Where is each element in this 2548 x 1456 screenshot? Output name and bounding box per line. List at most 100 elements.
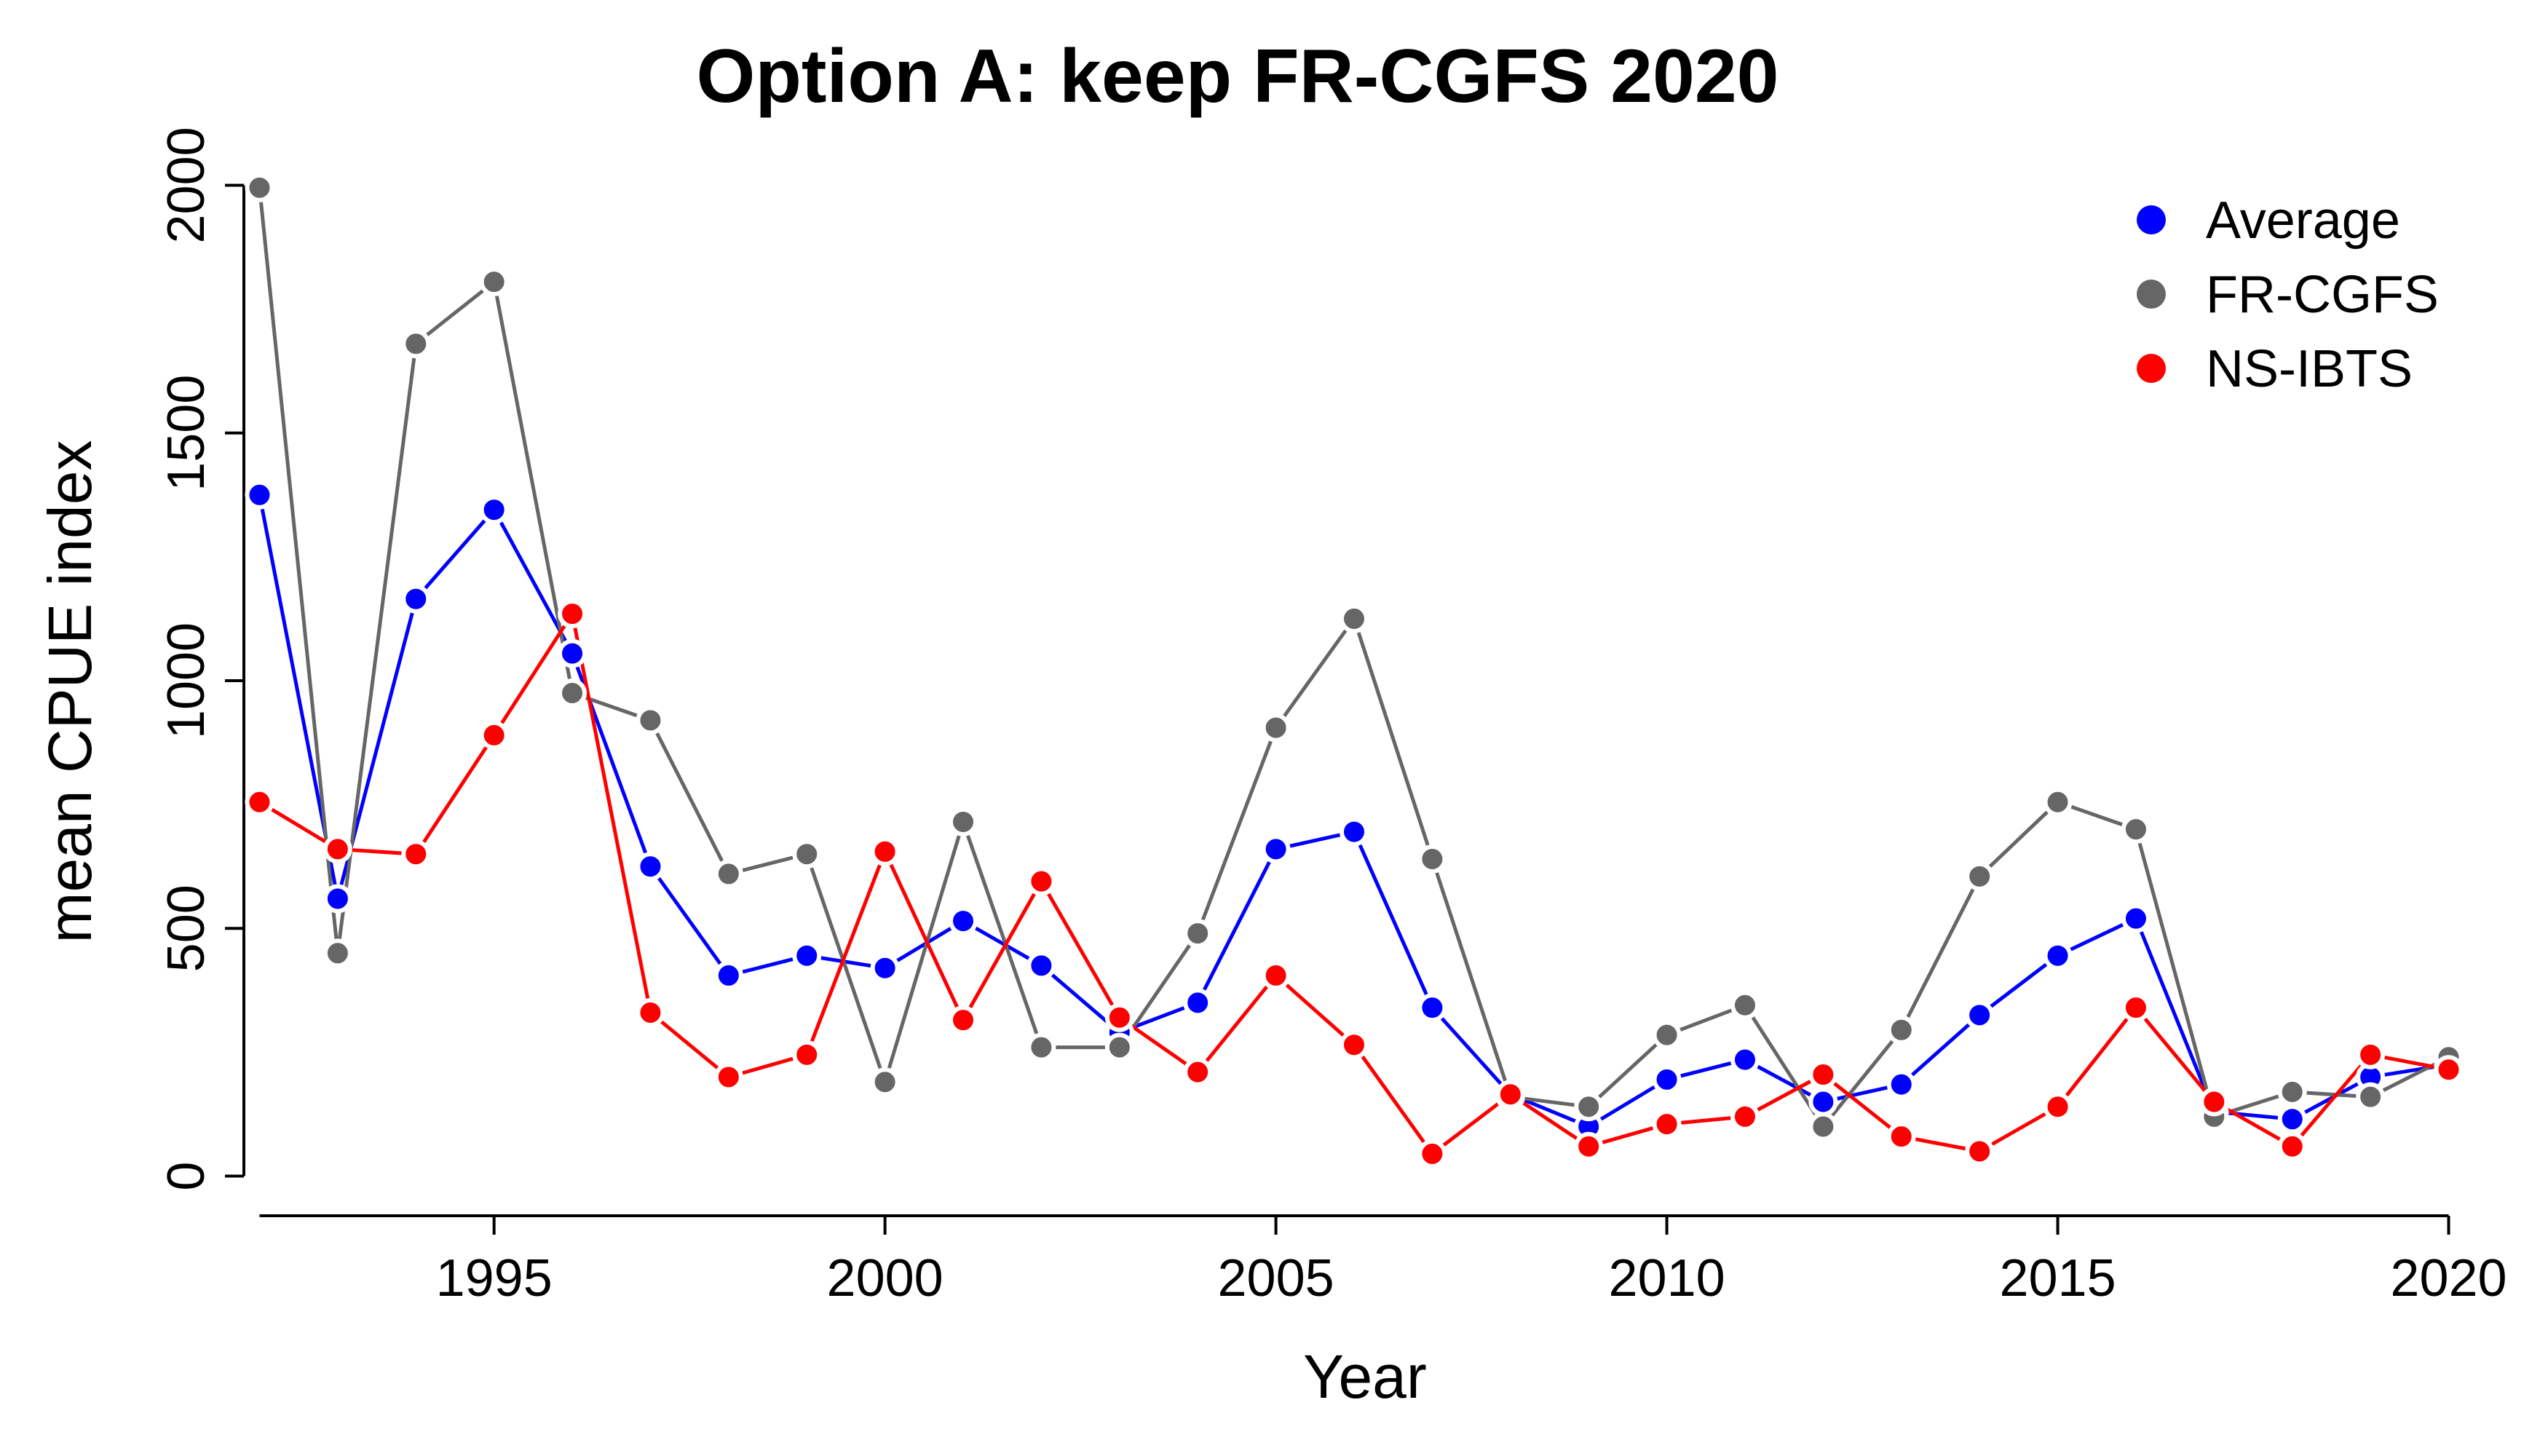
data-point-ns-ibts [558, 599, 587, 629]
data-point-fr-cgfs [479, 267, 509, 297]
data-point-ns-ibts [636, 997, 665, 1027]
data-point-average [2043, 941, 2073, 970]
x-axis-label: Year [1303, 1342, 1427, 1411]
data-point-fr-cgfs [870, 1067, 900, 1097]
data-point-average [2121, 903, 2151, 933]
data-point-average [713, 960, 743, 990]
data-point-ns-ibts [792, 1040, 822, 1069]
data-point-ns-ibts [1183, 1057, 1213, 1087]
data-point-average [792, 941, 822, 970]
data-point-ns-ibts [1417, 1139, 1447, 1168]
data-point-average [1965, 1000, 1995, 1030]
data-point-average [558, 638, 587, 668]
data-point-ns-ibts [1965, 1136, 1995, 1166]
data-point-average [1886, 1069, 1916, 1099]
data-point-fr-cgfs [636, 705, 665, 735]
y-tick-label: 0 [157, 1162, 215, 1191]
data-point-fr-cgfs [401, 329, 431, 359]
x-tick-label: 2020 [2390, 1249, 2507, 1307]
y-tick-label: 1500 [157, 375, 215, 491]
data-point-ns-ibts [2199, 1087, 2229, 1117]
legend-label-ns-ibts: NS-IBTS [2206, 340, 2413, 398]
data-point-average [1026, 951, 1056, 981]
data-point-average [1652, 1064, 1682, 1094]
data-point-fr-cgfs [323, 938, 352, 968]
data-point-ns-ibts [2121, 993, 2151, 1023]
data-point-fr-cgfs [1340, 604, 1369, 633]
data-point-fr-cgfs [949, 807, 978, 836]
data-point-fr-cgfs [1026, 1032, 1056, 1062]
data-point-fr-cgfs [1261, 713, 1291, 743]
data-point-average [479, 495, 509, 525]
series-points [245, 173, 2464, 1168]
axes: 1995 2000 2005 2010 2015 2020 0 500 1000 1500 2000 [157, 127, 2507, 1307]
legend-marker-average [2137, 205, 2166, 234]
data-point-average [1730, 1045, 1760, 1075]
data-point-average [2277, 1104, 2307, 1134]
data-point-fr-cgfs [1183, 919, 1213, 949]
data-point-average [1261, 834, 1291, 864]
data-point-ns-ibts [401, 839, 431, 869]
data-point-average [949, 906, 978, 936]
series-lines [258, 187, 2450, 1156]
y-tick-label: 500 [157, 885, 215, 972]
data-point-fr-cgfs [2043, 787, 2073, 817]
data-point-average [870, 953, 900, 983]
data-point-fr-cgfs [1417, 844, 1447, 874]
legend-marker-ns-ibts [2137, 354, 2166, 383]
chart-title: Option A: keep FR-CGFS 2020 [696, 34, 1779, 119]
data-point-fr-cgfs [1886, 1015, 1916, 1045]
data-point-ns-ibts [2277, 1131, 2307, 1161]
data-point-average [636, 852, 665, 882]
data-point-average [401, 584, 431, 614]
data-point-fr-cgfs [1730, 990, 1760, 1020]
data-point-fr-cgfs [2121, 815, 2151, 844]
data-point-ns-ibts [870, 836, 900, 866]
data-point-average [1340, 817, 1369, 847]
data-point-ns-ibts [1026, 866, 1056, 896]
data-point-fr-cgfs [1808, 1112, 1838, 1142]
data-point-ns-ibts [245, 787, 274, 817]
data-point-fr-cgfs [1965, 861, 1995, 891]
data-point-ns-ibts [1886, 1122, 1916, 1152]
data-point-average [1183, 988, 1213, 1018]
legend: Average FR-CGFS NS-IBTS [2137, 191, 2439, 398]
data-point-ns-ibts [1104, 1002, 1134, 1032]
data-point-average [1808, 1087, 1838, 1117]
data-point-ns-ibts [323, 834, 352, 864]
data-point-ns-ibts [1808, 1060, 1838, 1090]
data-point-fr-cgfs [2356, 1082, 2386, 1112]
data-point-ns-ibts [2043, 1092, 2073, 1122]
series-line-ns-ibts [258, 612, 2449, 1156]
y-tick-label: 1000 [157, 622, 215, 739]
x-tick-label: 2015 [1999, 1249, 2116, 1307]
data-point-fr-cgfs [1574, 1092, 1604, 1122]
data-point-fr-cgfs [245, 173, 274, 202]
y-tick-label: 2000 [157, 127, 215, 243]
legend-marker-fr-cgfs [2137, 280, 2166, 309]
data-point-ns-ibts [1730, 1101, 1760, 1131]
data-point-ns-ibts [479, 720, 509, 750]
data-point-fr-cgfs [792, 839, 822, 869]
data-point-average [323, 884, 352, 914]
legend-label-fr-cgfs: FR-CGFS [2206, 266, 2439, 324]
data-point-ns-ibts [1574, 1131, 1604, 1161]
data-point-ns-ibts [1495, 1080, 1525, 1109]
data-point-fr-cgfs [558, 678, 587, 708]
data-point-ns-ibts [2434, 1055, 2464, 1085]
x-tick-label: 2005 [1218, 1249, 1334, 1307]
data-point-ns-ibts [1261, 960, 1291, 990]
legend-label-average: Average [2206, 191, 2400, 250]
x-tick-label: 2000 [827, 1249, 943, 1307]
data-point-ns-ibts [1652, 1109, 1682, 1139]
series-line-fr-cgfs [258, 187, 2450, 1128]
data-point-ns-ibts [1340, 1030, 1369, 1060]
data-point-ns-ibts [949, 1005, 978, 1035]
data-point-fr-cgfs [1652, 1020, 1682, 1050]
y-axis-label: mean CPUE index [36, 440, 104, 943]
x-tick-label: 2010 [1608, 1249, 1725, 1307]
data-point-average [1417, 993, 1447, 1023]
x-tick-label: 1995 [436, 1249, 553, 1307]
